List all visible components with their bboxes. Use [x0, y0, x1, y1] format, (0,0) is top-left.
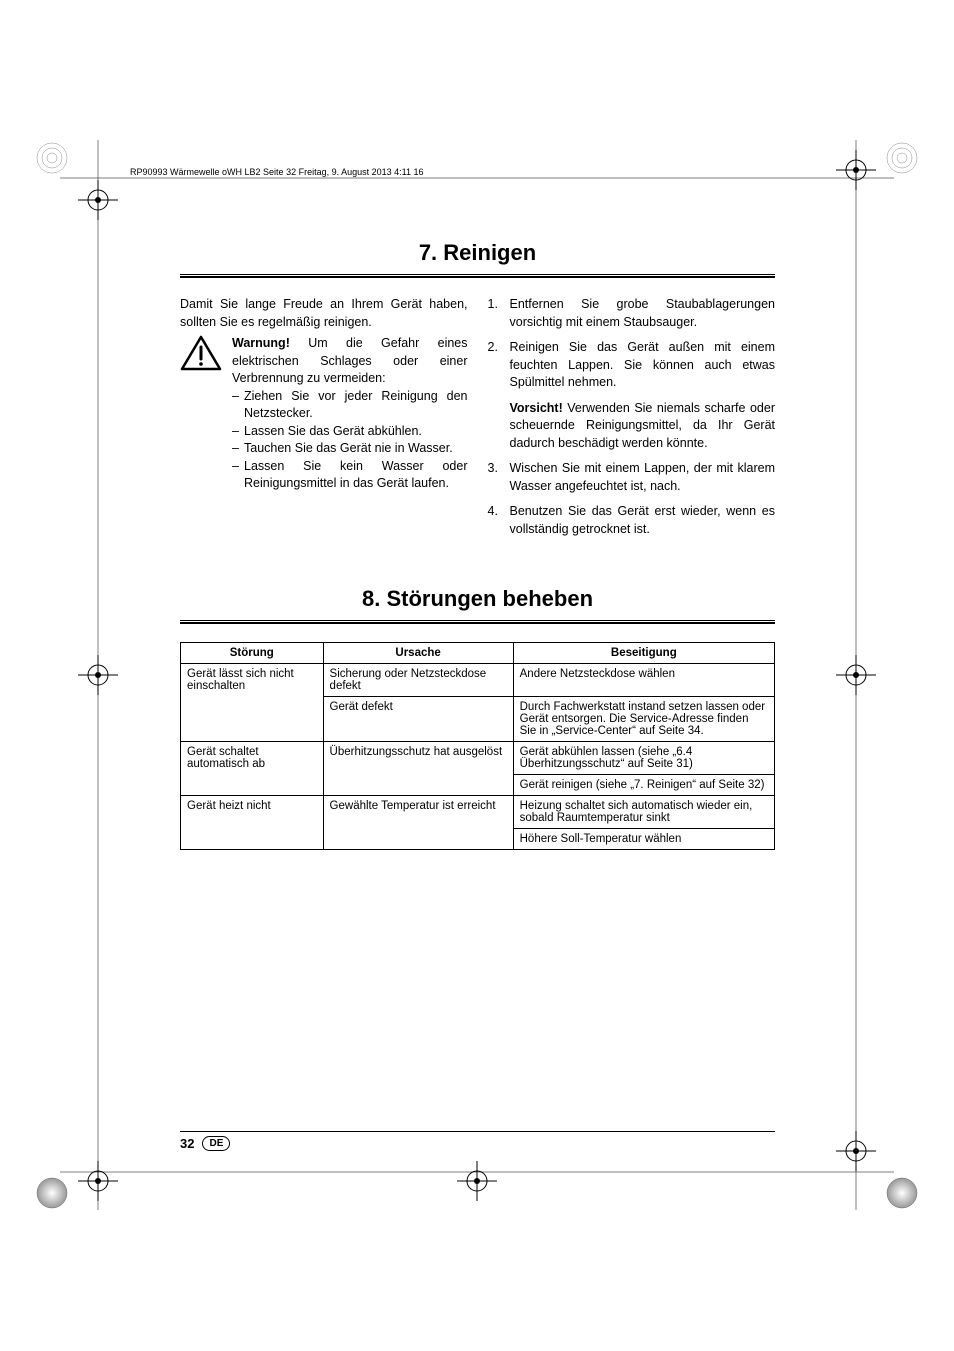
language-badge: DE	[202, 1136, 230, 1151]
crop-mark-icon	[457, 1161, 497, 1201]
step-item: Wischen Sie mit einem Lappen, der mit kl…	[488, 460, 776, 495]
table-row: Gerät schaltet automatisch ab Überhitzun…	[181, 742, 775, 775]
table-cell: Gewählte Temperatur ist erreicht	[323, 796, 513, 850]
table-cell: Heizung schaltet sich automatisch wieder…	[513, 796, 774, 829]
corner-decoration-br	[886, 1177, 918, 1209]
crop-mark-icon	[78, 180, 118, 220]
page-footer: 32 DE	[180, 1131, 775, 1151]
section-7-title: 7. Reinigen	[180, 240, 775, 266]
page-number: 32	[180, 1136, 194, 1151]
section-8: 8. Störungen beheben Störung Ursache Bes…	[180, 586, 775, 850]
table-header: Ursache	[323, 643, 513, 664]
corner-decoration-tr	[886, 142, 918, 174]
caution-text: Vorsicht! Verwenden Sie niemals scharfe …	[488, 400, 776, 453]
step-item: Benutzen Sie das Gerät erst wieder, wenn…	[488, 503, 776, 538]
section-7: 7. Reinigen Damit Sie lange Freude an Ih…	[180, 240, 775, 546]
table-cell: Überhitzungsschutz hat ausgelöst	[323, 742, 513, 796]
table-cell: Gerät defekt	[323, 697, 513, 742]
table-cell: Gerät reinigen (siehe „7. Reinigen“ auf …	[513, 775, 774, 796]
troubleshooting-table: Störung Ursache Beseitigung Gerät lässt …	[180, 642, 775, 850]
crop-mark-icon	[836, 1131, 876, 1171]
table-cell: Gerät heizt nicht	[181, 796, 324, 850]
warning-item: Lassen Sie das Gerät abkühlen.	[232, 423, 468, 441]
steps-list: Entfernen Sie grobe Staubablagerungen vo…	[488, 296, 776, 392]
warning-item: Tauchen Sie das Gerät nie in Wasser.	[232, 440, 468, 458]
table-row: Gerät lässt sich nicht einschalten Siche…	[181, 664, 775, 697]
crop-mark-icon	[836, 150, 876, 190]
intro-text: Damit Sie lange Freude an Ihrem Gerät ha…	[180, 296, 468, 331]
right-column: Entfernen Sie grobe Staubablagerungen vo…	[488, 296, 776, 546]
warning-intro: Warnung! Um die Gefahr eines elektrische…	[232, 335, 468, 388]
step-item: Reinigen Sie das Gerät außen mit einem f…	[488, 339, 776, 392]
table-cell: Durch Fachwerkstatt instand setzen lasse…	[513, 697, 774, 742]
title-divider	[180, 274, 775, 278]
title-divider	[180, 620, 775, 624]
table-header: Störung	[181, 643, 324, 664]
left-column: Damit Sie lange Freude an Ihrem Gerät ha…	[180, 296, 468, 546]
warning-icon	[180, 335, 222, 371]
crop-mark-icon	[78, 1161, 118, 1201]
table-cell: Andere Netzsteckdose wählen	[513, 664, 774, 697]
section-8-title: 8. Störungen beheben	[180, 586, 775, 612]
corner-decoration-bl	[36, 1177, 68, 1209]
table-row: Gerät heizt nicht Gewählte Temperatur is…	[181, 796, 775, 829]
step-item: Entfernen Sie grobe Staubablagerungen vo…	[488, 296, 776, 331]
crop-mark-icon	[78, 655, 118, 695]
table-cell: Gerät schaltet automatisch ab	[181, 742, 324, 796]
warning-item: Lassen Sie kein Wasser oder Reinigungsmi…	[232, 458, 468, 493]
document-header: RP90993 Wärmewelle oWH LB2 Seite 32 Frei…	[130, 167, 424, 177]
table-header: Beseitigung	[513, 643, 774, 664]
corner-decoration-tl	[36, 142, 68, 174]
warning-list: Ziehen Sie vor jeder Reinigung den Netzs…	[232, 388, 468, 493]
warning-item: Ziehen Sie vor jeder Reinigung den Netzs…	[232, 388, 468, 423]
table-header-row: Störung Ursache Beseitigung	[181, 643, 775, 664]
steps-list-2: Wischen Sie mit einem Lappen, der mit kl…	[488, 460, 776, 538]
table-cell: Sicherung oder Netzsteckdose defekt	[323, 664, 513, 697]
table-cell: Gerät abkühlen lassen (siehe „6.4 Überhi…	[513, 742, 774, 775]
table-cell: Gerät lässt sich nicht einschalten	[181, 664, 324, 742]
table-cell: Höhere Soll-Temperatur wählen	[513, 829, 774, 850]
crop-mark-icon	[836, 655, 876, 695]
